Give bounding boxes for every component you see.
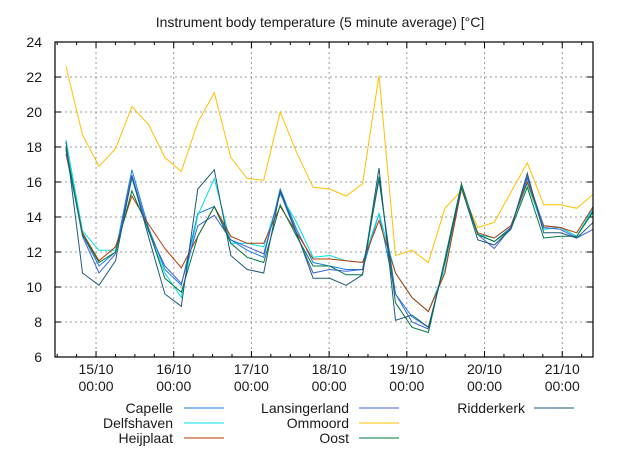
y-tick-label: 20 — [26, 104, 42, 120]
x-axis: 15/1000:0016/1000:0017/1000:0018/1000:00… — [56, 42, 583, 394]
y-tick-label: 16 — [26, 174, 42, 190]
legend-item-capelle: Capelle — [126, 400, 224, 416]
series-line-oost — [65, 148, 594, 334]
legend-label: Ommoord — [287, 415, 349, 431]
legend-item-lansingerland: Lansingerland — [261, 400, 399, 416]
y-tick-label: 22 — [26, 69, 42, 85]
y-tick-label: 6 — [34, 349, 42, 365]
legend-label: Oost — [319, 430, 349, 446]
x-tick-label-date: 15/10 — [79, 361, 114, 377]
legend-item-delfshaven: Delfshaven — [103, 415, 224, 431]
y-tick-label: 24 — [26, 34, 42, 50]
x-tick-label-date: 18/10 — [312, 361, 347, 377]
legend-label: Heijplaat — [119, 430, 174, 446]
legend-item-ridderkerk: Ridderkerk — [457, 400, 574, 416]
x-tick-label-time: 00:00 — [467, 378, 502, 394]
x-tick-label-date: 16/10 — [156, 361, 191, 377]
y-tick-label: 18 — [26, 139, 42, 155]
x-tick-label-date: 19/10 — [389, 361, 424, 377]
x-tick-label-time: 00:00 — [79, 378, 114, 394]
series-lines — [65, 66, 594, 334]
y-tick-label: 8 — [34, 314, 42, 330]
x-tick-label-date: 21/10 — [545, 361, 580, 377]
legend: CapelleDelfshavenHeijplaatLansingerlandO… — [103, 400, 574, 446]
y-tick-label: 12 — [26, 244, 42, 260]
x-tick-label-time: 00:00 — [234, 378, 269, 394]
legend-item-ommoord: Ommoord — [287, 415, 399, 431]
x-tick-label-date: 17/10 — [234, 361, 269, 377]
x-tick-label-time: 00:00 — [389, 378, 424, 394]
legend-label: Capelle — [126, 400, 174, 416]
series-line-ridderkerk — [65, 141, 594, 329]
series-line-heijplaat — [65, 153, 594, 313]
legend-label: Ridderkerk — [457, 400, 526, 416]
legend-item-heijplaat: Heijplaat — [119, 430, 224, 446]
series-line-ommoord — [65, 66, 594, 264]
legend-label: Delfshaven — [103, 415, 173, 431]
legend-label: Lansingerland — [261, 400, 349, 416]
x-tick-label-date: 20/10 — [467, 361, 502, 377]
x-tick-label-time: 00:00 — [312, 378, 347, 394]
x-tick-label-time: 00:00 — [156, 378, 191, 394]
legend-item-oost: Oost — [319, 430, 399, 446]
y-axis: 6 8 10 12 14 16 18 20 22 24 — [26, 34, 593, 365]
x-tick-label-time: 00:00 — [545, 378, 580, 394]
chart-title: Instrument body temperature (5 minute av… — [156, 14, 485, 30]
y-tick-label: 10 — [26, 279, 42, 295]
plot-frame — [54, 41, 594, 358]
y-tick-label: 14 — [26, 209, 42, 225]
